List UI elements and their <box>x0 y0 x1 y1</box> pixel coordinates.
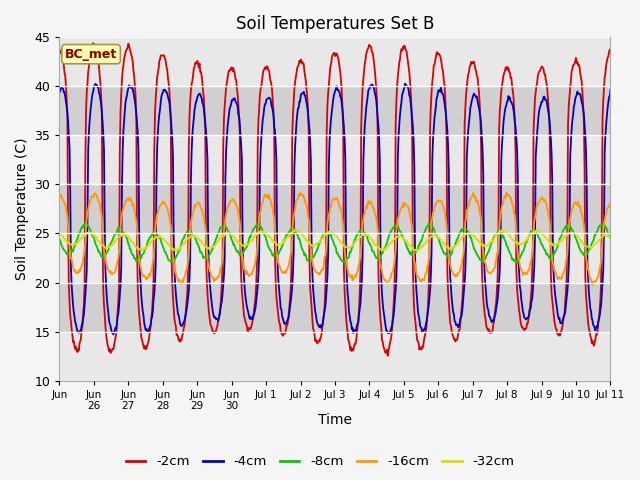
Line: -8cm: -8cm <box>60 224 611 263</box>
-16cm <box>120 203 128 208</box>
Bar <box>60 283 611 332</box>
-16cm <box>502 190 510 196</box>
-2cm <box>90 40 97 46</box>
-8cm <box>269 253 277 259</box>
-32cm <box>424 236 432 242</box>
-16cm <box>249 268 257 274</box>
-2cm <box>384 353 392 359</box>
-32cm <box>269 239 277 244</box>
-4cm <box>424 309 432 314</box>
-32cm <box>120 232 128 238</box>
-4cm <box>401 81 409 86</box>
-4cm <box>56 90 63 96</box>
-4cm <box>392 276 400 282</box>
Bar <box>60 233 611 283</box>
-4cm <box>250 312 257 318</box>
-32cm <box>56 230 63 236</box>
Bar <box>60 86 611 135</box>
-8cm <box>120 230 128 236</box>
-8cm <box>513 260 521 266</box>
-32cm <box>392 234 400 240</box>
Line: -2cm: -2cm <box>60 43 611 356</box>
-4cm <box>222 147 230 153</box>
-32cm <box>607 234 614 240</box>
X-axis label: Time: Time <box>318 413 352 427</box>
-32cm <box>413 248 420 254</box>
-2cm <box>607 48 614 54</box>
-2cm <box>56 46 63 52</box>
-8cm <box>249 228 257 234</box>
-16cm <box>269 212 277 217</box>
-8cm <box>221 223 229 229</box>
Line: -32cm: -32cm <box>60 230 611 251</box>
-2cm <box>424 304 432 310</box>
-16cm <box>221 216 229 221</box>
-8cm <box>425 221 433 227</box>
-4cm <box>121 108 129 113</box>
-8cm <box>392 223 399 229</box>
-16cm <box>392 246 399 252</box>
-32cm <box>221 230 229 236</box>
Title: Soil Temperatures Set B: Soil Temperatures Set B <box>236 15 434 33</box>
Line: -16cm: -16cm <box>60 193 611 285</box>
-8cm <box>607 235 614 240</box>
-2cm <box>271 132 278 138</box>
-2cm <box>121 52 129 58</box>
-32cm <box>249 238 257 244</box>
-8cm <box>422 225 430 230</box>
-16cm <box>422 269 430 275</box>
-16cm <box>607 201 614 207</box>
Line: -4cm: -4cm <box>60 84 611 335</box>
Legend: -2cm, -4cm, -8cm, -16cm, -32cm: -2cm, -4cm, -8cm, -16cm, -32cm <box>120 450 520 473</box>
Bar <box>60 332 611 381</box>
-16cm <box>589 282 596 288</box>
Text: BC_met: BC_met <box>65 48 117 60</box>
Y-axis label: Soil Temperature (C): Soil Temperature (C) <box>15 138 29 280</box>
-8cm <box>56 236 63 242</box>
Bar <box>60 37 611 86</box>
-16cm <box>56 194 63 200</box>
-4cm <box>271 124 278 130</box>
-2cm <box>393 84 401 89</box>
Bar <box>60 184 611 233</box>
-2cm <box>222 84 230 90</box>
Bar <box>60 135 611 184</box>
-2cm <box>250 313 257 319</box>
-32cm <box>294 228 302 233</box>
-4cm <box>109 332 117 337</box>
-4cm <box>607 87 614 93</box>
